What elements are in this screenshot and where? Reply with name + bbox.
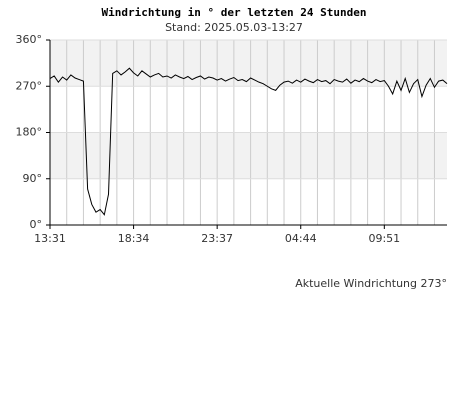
band — [50, 40, 447, 87]
y-tick-label: 360° — [16, 33, 43, 46]
annotation: Aktuelle Windrichtung 273° — [295, 277, 447, 290]
band — [50, 132, 447, 179]
x-tick-label: 18:34 — [118, 232, 150, 245]
x-tick-label: 09:51 — [368, 232, 400, 245]
y-tick-label: 270° — [16, 79, 43, 92]
x-tick-label: 04:44 — [285, 232, 317, 245]
y-tick-label: 90° — [23, 172, 43, 185]
x-tick-label: 23:37 — [201, 232, 233, 245]
chart-subtitle: Stand: 2025.05.03-13:27 — [165, 21, 303, 34]
chart-title: Windrichtung in ° der letzten 24 Stunden — [102, 6, 367, 19]
y-tick-label: 0° — [30, 218, 43, 231]
y-tick-label: 180° — [16, 126, 43, 139]
data-line — [49, 67, 448, 216]
x-tick-label: 13:31 — [34, 232, 66, 245]
